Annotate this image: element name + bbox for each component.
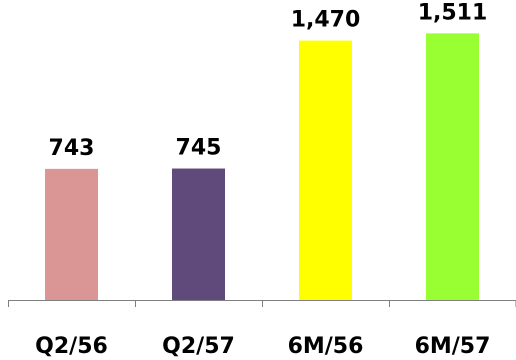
bar-6m-56 (299, 40, 352, 301)
data-labels: 743 745 1,470 1,511 (49, 0, 488, 161)
x-tick-label: Q2/57 (162, 334, 235, 359)
bar-q2-56 (45, 168, 98, 300)
x-tick-label: 6M/57 (415, 334, 491, 359)
data-label: 1,470 (291, 8, 361, 33)
x-tick-label: 6M/56 (288, 334, 364, 359)
data-label: 745 (176, 136, 222, 161)
x-tick-label: Q2/56 (35, 334, 108, 359)
bar-q2-57 (172, 168, 225, 300)
x-axis-ticks (8, 300, 516, 307)
data-label: 1,511 (418, 0, 488, 25)
data-label: 743 (49, 136, 95, 161)
x-axis-tick-labels: Q2/56 Q2/57 6M/56 6M/57 (35, 334, 490, 359)
bars (45, 33, 479, 301)
bar-6m-57 (426, 33, 479, 301)
